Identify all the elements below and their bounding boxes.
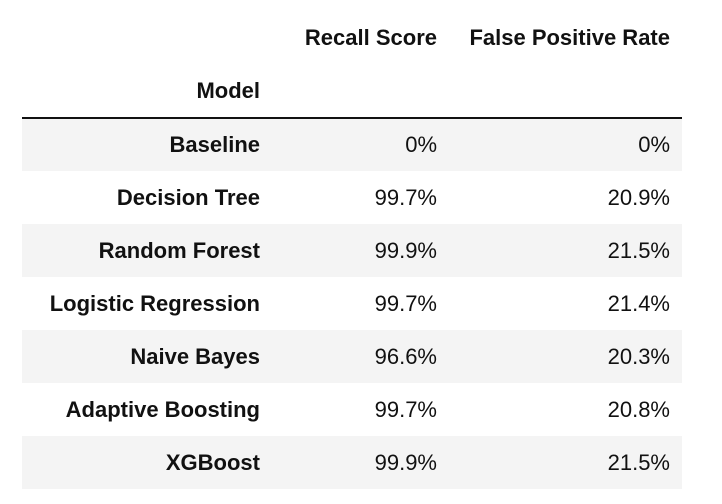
row-fpr-value: 0% [638, 132, 670, 157]
index-name-header: Model [22, 64, 272, 119]
row-fpr-value: 21.4% [607, 290, 670, 316]
row-model-name: Adaptive Boosting [65, 396, 260, 422]
row-model-name: Decision Tree [116, 184, 260, 210]
row-model-name: Logistic Regression [49, 290, 260, 316]
table-row: Adaptive Boosting 99.7% 20.8% [22, 383, 682, 436]
column-header-row: Recall Score False Positive Rate [22, 11, 682, 64]
row-model-name: XGBoost [165, 449, 260, 475]
table-row: Logistic Regression 99.7% 21.4% [22, 277, 682, 330]
row-fpr-value: 21.5% [607, 449, 670, 475]
row-recall-value: 99.7% [374, 184, 437, 210]
index-header-blank-2 [449, 64, 682, 119]
header-recall-score: Recall Score [304, 24, 437, 50]
table-body: Baseline 0% 0% Decision Tree 99.7% 20.9%… [22, 118, 682, 489]
index-header-row: Model [22, 64, 682, 119]
row-model-name: Baseline [169, 132, 261, 157]
row-model-name: Random Forest [98, 237, 260, 263]
table-row: Random Forest 99.9% 21.5% [22, 224, 682, 277]
row-recall-value: 99.7% [374, 290, 437, 316]
row-recall-value: 96.6% [374, 343, 437, 369]
row-recall-value: 99.7% [374, 396, 437, 422]
row-fpr-value: 20.8% [607, 396, 670, 422]
row-recall-value: 99.9% [374, 449, 437, 475]
row-fpr-value: 20.9% [607, 184, 670, 210]
row-recall-value: 0% [405, 132, 437, 157]
table-row: XGBoost 99.9% 21.5% [22, 436, 682, 489]
table-row: Baseline 0% 0% [22, 118, 682, 171]
row-fpr-value: 21.5% [607, 237, 670, 263]
row-model-name: Naive Bayes [130, 343, 260, 369]
results-table: Recall Score False Positive Rate Model B… [22, 11, 682, 489]
table-row: Naive Bayes 96.6% 20.3% [22, 330, 682, 383]
row-recall-value: 99.9% [374, 237, 437, 263]
table-header: Recall Score False Positive Rate Model [22, 11, 682, 119]
table-row: Decision Tree 99.7% 20.9% [22, 171, 682, 224]
index-header-blank-1 [272, 64, 449, 119]
row-fpr-value: 20.3% [607, 343, 670, 369]
header-false-positive-rate: False Positive Rate [469, 24, 670, 50]
header-blank-cell [22, 11, 272, 64]
